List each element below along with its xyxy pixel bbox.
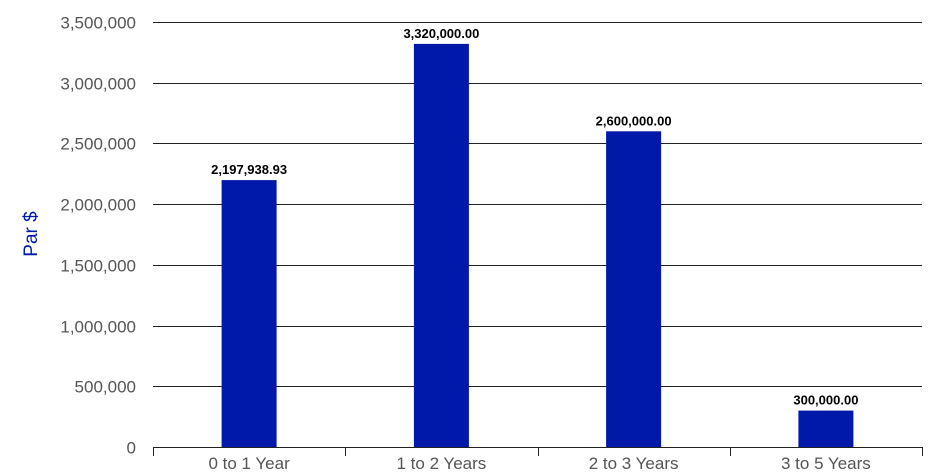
y-tick-label: 1,000,000 bbox=[60, 318, 136, 337]
bar-value-label: 3,320,000.00 bbox=[403, 26, 479, 41]
y-tick-label: 3,000,000 bbox=[60, 75, 136, 94]
y-axis-tick-labels: 0 500,000 1,000,000 1,500,000 2,000,000 2,500… bbox=[60, 14, 136, 458]
x-category-label: 3 to 5 Years bbox=[781, 454, 871, 473]
y-tick-label: 0 bbox=[127, 439, 136, 458]
bar bbox=[414, 44, 469, 447]
x-category-label: 2 to 3 Years bbox=[589, 454, 679, 473]
x-category-label: 0 to 1 Year bbox=[208, 454, 290, 473]
bar bbox=[222, 180, 277, 447]
bar-value-label: 300,000.00 bbox=[793, 393, 858, 408]
bar-value-label: 2,197,938.93 bbox=[211, 162, 287, 177]
y-tick-label: 1,500,000 bbox=[60, 257, 136, 276]
x-category-label: 1 to 2 Years bbox=[396, 454, 486, 473]
y-tick-label: 500,000 bbox=[75, 378, 136, 397]
bar bbox=[798, 411, 853, 447]
y-tick-label: 2,500,000 bbox=[60, 135, 136, 154]
bar-value-label: 2,600,000.00 bbox=[596, 113, 672, 128]
bar bbox=[606, 131, 661, 447]
y-tick-label: 2,000,000 bbox=[60, 196, 136, 215]
y-tick-label: 3,500,000 bbox=[60, 14, 136, 33]
x-axis-category-labels: 0 to 1 Year 1 to 2 Years 2 to 3 Years 3 to … bbox=[208, 454, 870, 473]
y-axis-title: Par $ bbox=[21, 211, 42, 257]
